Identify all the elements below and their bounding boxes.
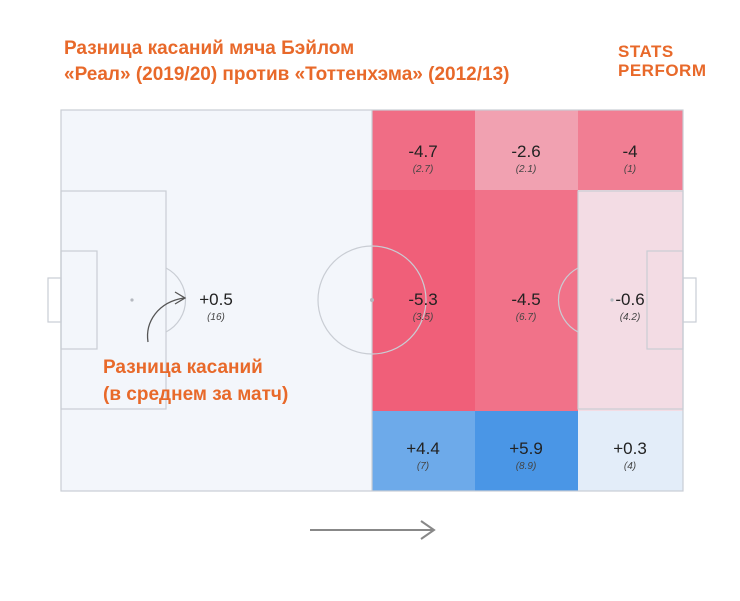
zone-note-mid-top: (2.7): [412, 164, 434, 175]
zone-right-bottom: [475, 411, 578, 491]
chart-title-line-2: «Реал» (2019/20) против «Тоттенхэма» (20…: [64, 64, 510, 85]
chart-title-line-1: Разница касаний мяча Бэйлом: [64, 38, 355, 59]
zone-right-top: [475, 110, 578, 190]
annotation-arrowhead: [174, 291, 187, 305]
direction-arrowhead: [420, 520, 436, 540]
center-circle: [317, 245, 427, 355]
center-spot: [370, 298, 374, 302]
zone-value-mid-center: -5.3: [408, 290, 438, 309]
annotation-line-2: (в среднем за матч): [103, 384, 289, 405]
zone-mid-center: [372, 190, 475, 411]
left-penalty-arc: [165, 267, 187, 333]
zone-box-center: [578, 190, 683, 411]
left-penalty-spot: [130, 298, 134, 302]
zone-value-box-top: -4: [622, 142, 638, 161]
zone-value-box-center: -0.6: [615, 290, 645, 309]
right-penalty-spot: [610, 298, 614, 302]
zone-layer: [61, 110, 683, 491]
right-goal: [682, 277, 697, 323]
zone-note-box-center: (4.2): [619, 312, 641, 323]
zone-note-box-bottom: (4): [623, 461, 637, 472]
zone-box-top: [578, 110, 683, 190]
chart-title: Разница касаний мяча Бэйлом «Реал» (2019…: [64, 36, 509, 88]
zone-note-right-center: (6.7): [515, 312, 537, 323]
zone-value-mid-bottom: +4.4: [406, 439, 440, 458]
stats-perform-logo: STATS PERFORM: [618, 42, 707, 80]
zone-value-right-center: -4.5: [511, 290, 541, 309]
right-penalty-arc: [557, 267, 579, 333]
pitch-markings: [47, 109, 697, 492]
logo-line-1: STATS: [618, 42, 674, 61]
zone-mid-top: [372, 110, 475, 190]
left-goal: [47, 277, 62, 323]
zone-value-mid-top: -4.7: [408, 142, 438, 161]
zone-value-right-top: -2.6: [511, 142, 541, 161]
zone-note-mid-bottom: (7): [416, 461, 430, 472]
zone-note-right-bottom: (8.9): [515, 461, 537, 472]
zone-mid-bottom: [372, 411, 475, 491]
logo-line-2: PERFORM: [618, 61, 707, 80]
annotation-line-1: Разница касаний: [103, 357, 263, 378]
annotation-label: Разница касаний (в среднем за матч): [103, 354, 288, 408]
annotation-arrow: [146, 297, 185, 343]
zone-note-box-top: (1): [623, 164, 637, 175]
zone-box-bottom: [578, 411, 683, 491]
zone-value-own-half: +0.5: [199, 290, 233, 309]
zone-value-right-bottom: +5.9: [509, 439, 543, 458]
zone-right-center: [475, 190, 578, 411]
zone-note-own-half: (16): [207, 312, 225, 323]
zone-value-box-bottom: +0.3: [613, 439, 647, 458]
zone-note-mid-center: (3.5): [412, 312, 434, 323]
zone-own-half: [61, 110, 372, 491]
zone-note-right-top: (2.1): [515, 164, 537, 175]
